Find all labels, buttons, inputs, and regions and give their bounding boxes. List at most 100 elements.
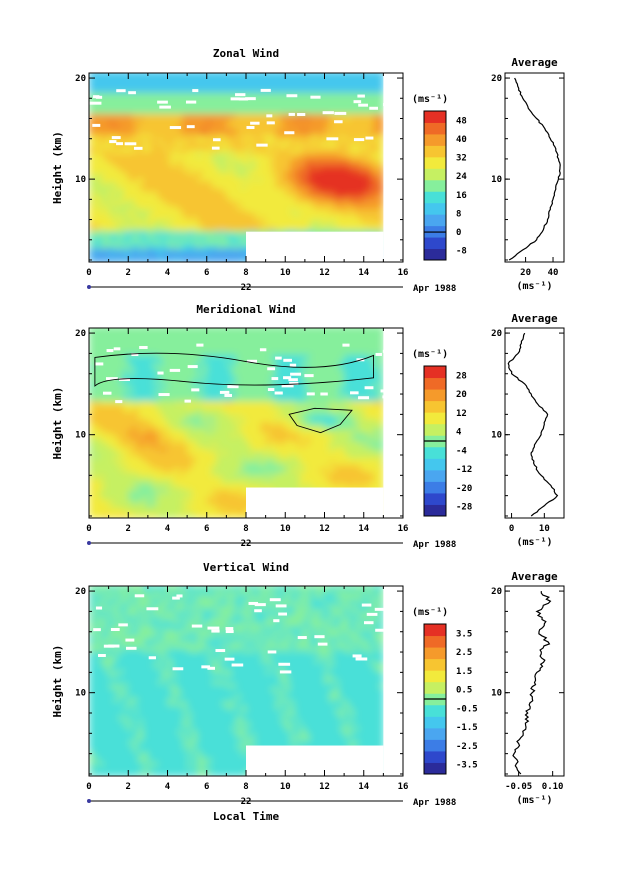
- heatmap-cell: [216, 425, 223, 430]
- heatmap-cell: [93, 418, 100, 423]
- heatmap-cell: [98, 507, 105, 512]
- heatmap-cell: [138, 400, 144, 405]
- heatmap-cell: [236, 212, 242, 217]
- heatmap-cell: [142, 439, 149, 444]
- heatmap-cell: [172, 439, 178, 444]
- heatmap-cell: [324, 148, 331, 153]
- heatmap-cell: [108, 382, 115, 388]
- heatmap-cell: [349, 74, 355, 79]
- heatmap-cell: [162, 425, 169, 430]
- heatmap-cell: [265, 73, 272, 76]
- heatmap-cell: [196, 116, 203, 122]
- heatmap-cell: [157, 78, 164, 83]
- heatmap-cell: [216, 106, 223, 111]
- heatmap-cell: [275, 191, 281, 196]
- heatmap-cell: [353, 155, 360, 161]
- heatmap-cell: [270, 131, 277, 136]
- heatmap-cell: [93, 393, 100, 398]
- heatmap-cell: [353, 152, 360, 157]
- heatmap-cell: [108, 205, 115, 210]
- heatmap-cell: [353, 198, 360, 203]
- heatmap-cell: [167, 131, 174, 136]
- heatmap-cell: [172, 514, 178, 518]
- heatmap-cell: [275, 73, 281, 76]
- heatmap-cell: [147, 162, 154, 168]
- heatmap-cell: [142, 432, 149, 437]
- heatmap-cell: [290, 116, 296, 122]
- heatmap-cell: [216, 343, 223, 348]
- heatmap-cell: [246, 92, 252, 97]
- heatmap-cell: [226, 233, 232, 238]
- heatmap-cell: [152, 219, 159, 224]
- heatmap-cell: [255, 145, 262, 150]
- heatmap-cell: [167, 226, 174, 231]
- heatmap-cell: [147, 365, 154, 370]
- heatmap-cell: [344, 162, 350, 168]
- heatmap-cell: [113, 425, 120, 430]
- heatmap-cell: [177, 443, 183, 448]
- heatmap-cell: [226, 155, 232, 161]
- heatmap-cell: [241, 180, 247, 185]
- heatmap-cell: [162, 152, 169, 157]
- heatmap-cell: [339, 208, 345, 214]
- heatmap-cell: [113, 404, 120, 409]
- heatmap-cell: [196, 382, 203, 388]
- heatmap-cell: [221, 194, 227, 199]
- heatmap-cell: [344, 120, 350, 125]
- heatmap-cell: [182, 333, 188, 338]
- heatmap-cell: [89, 216, 95, 221]
- heatmap-cell: [162, 170, 169, 175]
- heatmap-cell: [138, 372, 144, 377]
- heatmap-cell: [231, 471, 237, 476]
- heatmap-cell: [89, 106, 95, 111]
- heatmap-cell: [133, 240, 139, 245]
- heatmap-cell: [108, 429, 115, 434]
- heatmap-cell: [196, 102, 203, 107]
- heatmap-cell: [231, 244, 237, 249]
- heatmap-cell: [152, 368, 159, 373]
- heatmap-cell: [373, 180, 380, 185]
- heatmap-cell: [172, 333, 178, 338]
- heatmap-cell: [128, 329, 134, 334]
- heatmap-cell: [295, 127, 301, 132]
- missing-data-gap: [369, 106, 378, 110]
- heatmap-cell: [265, 106, 272, 111]
- heatmap-cell: [138, 471, 144, 476]
- heatmap-cell: [344, 187, 350, 192]
- heatmap-cell: [187, 432, 193, 437]
- heatmap-cell: [167, 208, 174, 214]
- heatmap-cell: [98, 482, 105, 487]
- heatmap-cell: [319, 223, 326, 228]
- heatmap-cell: [196, 81, 203, 86]
- heatmap-cell: [152, 436, 159, 441]
- heatmap-cell: [280, 173, 286, 178]
- heatmap-cell: [98, 131, 105, 136]
- heatmap-cell: [196, 205, 203, 210]
- heatmap-cell: [295, 184, 301, 189]
- heatmap-cell: [152, 421, 159, 427]
- heatmap-cell: [89, 379, 95, 384]
- heatmap-cell: [275, 85, 281, 90]
- heatmap-cell: [196, 219, 203, 224]
- heatmap-cell: [157, 124, 164, 129]
- heatmap-cell: [123, 457, 129, 462]
- heatmap-cell: [93, 187, 100, 192]
- heatmap-cell: [142, 507, 149, 512]
- heatmap-cell: [353, 162, 360, 168]
- heatmap-cell: [250, 102, 257, 107]
- heatmap-cell: [108, 397, 115, 402]
- heatmap-cell: [142, 478, 149, 484]
- heatmap-cell: [324, 155, 331, 161]
- heatmap-cell: [162, 418, 169, 423]
- heatmap-cell: [187, 475, 193, 480]
- heatmap-cell: [211, 461, 218, 466]
- heatmap-cell: [201, 500, 208, 505]
- heatmap-cell: [113, 173, 120, 178]
- heatmap-cell: [177, 177, 183, 182]
- heatmap-cell: [270, 113, 277, 118]
- heatmap-cell: [147, 432, 154, 437]
- heatmap-cell: [299, 85, 306, 90]
- heatmap-cell: [226, 226, 232, 231]
- heatmap-cell: [196, 429, 203, 434]
- heatmap-cell: [108, 124, 115, 129]
